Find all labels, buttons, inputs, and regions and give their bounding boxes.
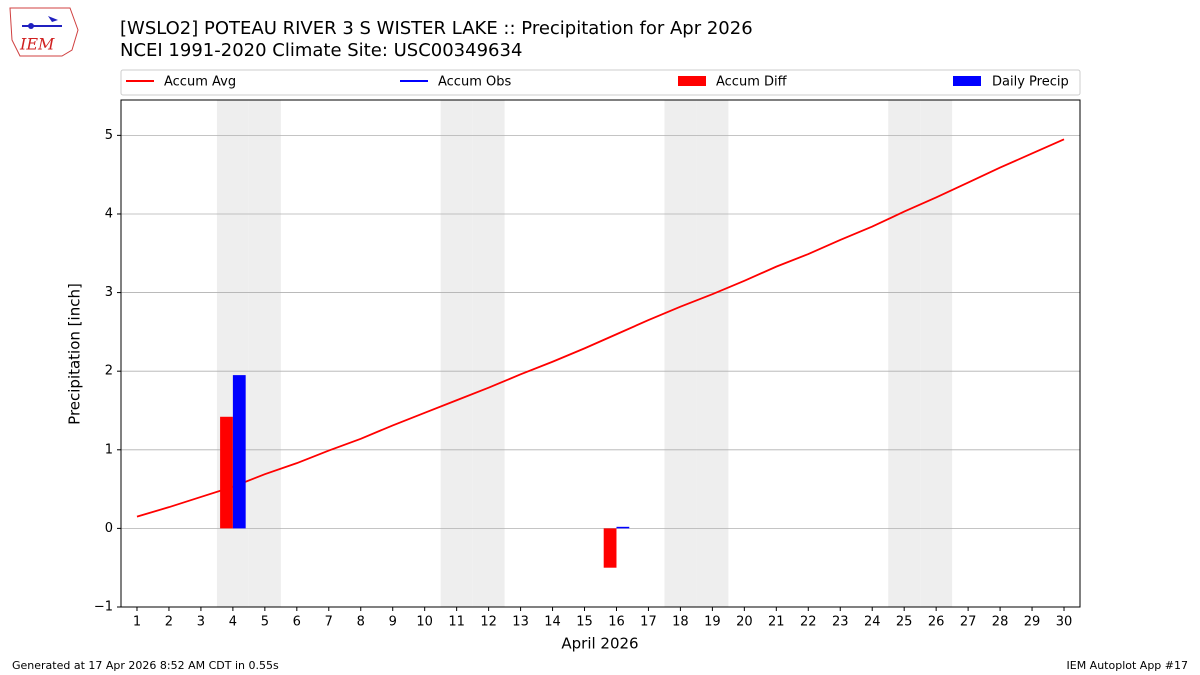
logo-text: IEM: [19, 35, 55, 54]
y-axis-label: Precipitation [inch]: [66, 283, 84, 425]
weekend-shade: [696, 100, 729, 607]
x-tick-label: 17: [640, 615, 657, 630]
bar: [616, 526, 630, 529]
footer-left: Generated at 17 Apr 2026 8:52 AM CDT in …: [12, 659, 279, 672]
x-tick-label: 26: [928, 615, 945, 630]
x-tick-label: 9: [389, 615, 397, 630]
plot-frame: [120, 99, 1081, 608]
weekend-shade: [920, 100, 953, 607]
y-tick-label: 5: [105, 128, 113, 143]
footer-right: IEM Autoplot App #17: [1067, 659, 1189, 672]
legend-swatch: [953, 76, 981, 86]
legend-label: Accum Avg: [164, 75, 236, 90]
x-tick-label: 30: [1056, 615, 1073, 630]
y-tick-label: 1: [105, 442, 113, 457]
y-tick-label: 4: [105, 206, 113, 221]
chart-title: [WSLO2] POTEAU RIVER 3 S WISTER LAKE :: …: [120, 18, 753, 39]
legend-label: Accum Diff: [716, 75, 788, 90]
x-tick-label: 6: [293, 615, 301, 630]
x-tick-label: 14: [544, 615, 561, 630]
weekend-shade: [888, 100, 921, 607]
x-tick-label: 27: [960, 615, 977, 630]
x-tick-label: 29: [1024, 615, 1041, 630]
x-tick-label: 12: [480, 615, 497, 630]
y-tick-label: −1: [94, 600, 113, 615]
legend-label: Accum Obs: [438, 75, 511, 90]
x-tick-label: 23: [832, 615, 849, 630]
x-tick-label: 4: [229, 615, 237, 630]
x-tick-label: 18: [672, 615, 689, 630]
legend: [120, 69, 1081, 96]
x-tick-label: 20: [736, 615, 753, 630]
bar: [603, 528, 617, 568]
accum-line: [136, 138, 1065, 518]
logo: IEM: [9, 7, 79, 57]
weekend-shade: [664, 100, 697, 607]
x-tick-label: 21: [768, 615, 785, 630]
legend-swatch: [678, 76, 706, 86]
x-tick-label: 24: [864, 615, 881, 630]
x-tick-label: 25: [896, 615, 913, 630]
x-tick-label: 8: [357, 615, 365, 630]
x-tick-label: 16: [608, 615, 625, 630]
x-tick-label: 10: [416, 615, 433, 630]
x-tick-label: 3: [197, 615, 205, 630]
x-tick-label: 19: [704, 615, 721, 630]
y-tick-label: 2: [105, 364, 113, 379]
chart-subtitle: NCEI 1991-2020 Climate Site: USC00349634: [120, 40, 522, 61]
x-axis-label: April 2026: [561, 635, 638, 653]
y-tick-label: 3: [105, 285, 113, 300]
x-tick-label: 13: [512, 615, 529, 630]
x-tick-label: 15: [576, 615, 593, 630]
x-tick-label: 7: [325, 615, 333, 630]
weekend-shade: [440, 100, 473, 607]
x-tick-label: 22: [800, 615, 817, 630]
weekend-shade: [216, 100, 249, 607]
bar: [220, 416, 233, 529]
y-tick-label: 0: [105, 521, 113, 536]
weekend-shade: [472, 100, 505, 607]
bar: [232, 375, 246, 529]
x-tick-label: 1: [133, 615, 141, 630]
legend-label: Daily Precip: [992, 75, 1069, 90]
x-tick-label: 28: [992, 615, 1009, 630]
x-tick-label: 5: [261, 615, 269, 630]
x-tick-label: 11: [448, 615, 465, 630]
x-tick-label: 2: [165, 615, 173, 630]
weekend-shade: [248, 100, 281, 607]
